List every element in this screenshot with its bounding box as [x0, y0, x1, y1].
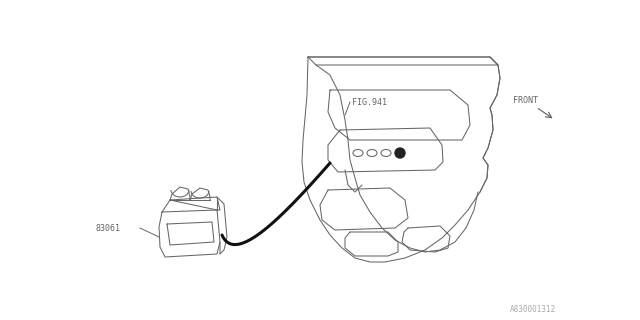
Circle shape: [395, 148, 405, 158]
Text: A830001312: A830001312: [510, 306, 556, 315]
Text: FRONT: FRONT: [513, 95, 538, 105]
Text: 83061: 83061: [95, 223, 120, 233]
Text: FIG.941: FIG.941: [352, 98, 387, 107]
